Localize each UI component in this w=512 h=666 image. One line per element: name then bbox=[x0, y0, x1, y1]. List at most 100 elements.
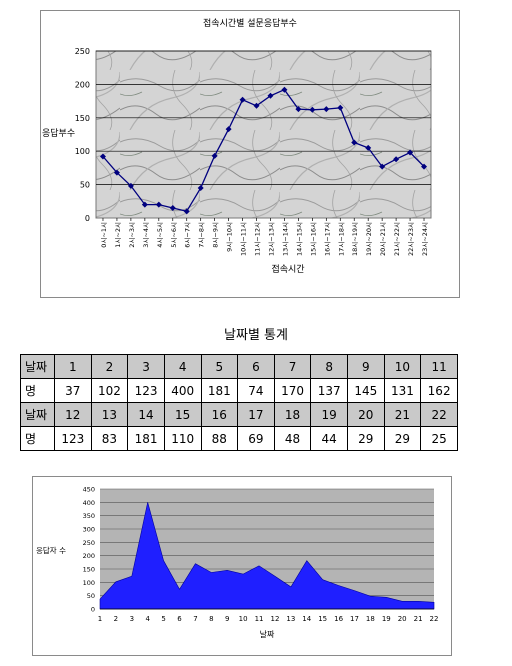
x-tick-label: 19시~20시 bbox=[365, 222, 373, 256]
date-cell: 3 bbox=[127, 354, 165, 379]
plot-area bbox=[95, 50, 432, 219]
data-point bbox=[211, 152, 218, 159]
data-point bbox=[323, 106, 330, 113]
date-cell: 2 bbox=[90, 354, 129, 379]
date-cell: 21 bbox=[383, 402, 422, 427]
data-point bbox=[407, 149, 414, 156]
x-tick-labels: 0시~1시 1시~2시 2시~3시 3시~4시 4시~5시 5시~6시 6시~7시 7시~8시… bbox=[100, 218, 429, 256]
y-tick-label: 150 bbox=[75, 114, 90, 123]
data-point bbox=[225, 126, 232, 133]
x-tick-label: 7시~8시 bbox=[198, 222, 206, 248]
x-tick-label: 17시~18시 bbox=[337, 222, 345, 256]
x-tick-label: 10시~11시 bbox=[240, 222, 248, 256]
series-area bbox=[99, 502, 435, 610]
x-axis-label: 날짜 bbox=[260, 629, 275, 639]
y-tick-label: 200 bbox=[83, 552, 95, 560]
date-cell: 18 bbox=[273, 402, 312, 427]
y-tick-labels: 0 50 100 150 200 250 300 350 400 450 bbox=[83, 486, 95, 614]
y-tick-label: 350 bbox=[83, 512, 95, 520]
x-tick-label: 12시~13시 bbox=[267, 222, 275, 256]
data-point bbox=[421, 163, 428, 170]
x-tick-label: 3 bbox=[130, 615, 134, 623]
date-cell: 10 bbox=[383, 354, 422, 379]
date-cell: 15 bbox=[163, 402, 202, 427]
x-tick-label: 6시~7시 bbox=[184, 222, 192, 248]
row-label: 명 bbox=[20, 378, 55, 403]
count-cell: 181 bbox=[127, 426, 165, 451]
x-tick-label: 16 bbox=[334, 615, 343, 623]
x-tick-label: 5시~6시 bbox=[170, 222, 178, 248]
count-cell: 37 bbox=[54, 378, 92, 403]
count-cell: 170 bbox=[273, 378, 312, 403]
date-cell: 19 bbox=[310, 402, 348, 427]
data-point bbox=[169, 204, 176, 211]
gridlines bbox=[96, 50, 431, 185]
count-row: 명 123 83 181 110 88 69 48 44 29 29 25 bbox=[20, 426, 458, 451]
y-tick-label: 0 bbox=[91, 606, 95, 614]
data-point bbox=[155, 201, 162, 208]
x-tick-label: 4시~5시 bbox=[156, 222, 164, 248]
count-cell: 131 bbox=[383, 378, 422, 403]
data-point bbox=[295, 106, 302, 113]
count-cell: 102 bbox=[90, 378, 129, 403]
x-tick-label: 9 bbox=[225, 615, 229, 623]
y-axis-label: 응답부수 bbox=[42, 127, 75, 139]
x-tick-label: 14시~15시 bbox=[295, 222, 303, 256]
date-header-row: 날짜 12 13 14 15 16 17 18 19 20 21 22 bbox=[20, 402, 458, 427]
data-point bbox=[113, 169, 120, 176]
count-cell: 137 bbox=[310, 378, 348, 403]
date-cell: 14 bbox=[127, 402, 165, 427]
date-cell: 22 bbox=[420, 402, 458, 427]
date-cell: 5 bbox=[200, 354, 239, 379]
row-label: 날짜 bbox=[20, 402, 55, 427]
daily-stats-table: 날짜 1 2 3 4 5 6 7 8 9 10 11 명 37 102 123 400 181 74 170 137 14… bbox=[20, 354, 458, 451]
data-point bbox=[281, 86, 288, 93]
x-tick-label: 5 bbox=[161, 615, 165, 623]
y-axis-label: 응답자 수 bbox=[36, 545, 66, 555]
y-tick-label: 400 bbox=[83, 499, 95, 507]
y-tick-label: 50 bbox=[87, 592, 95, 600]
x-tick-label: 3시~4시 bbox=[142, 222, 150, 248]
y-tick-label: 250 bbox=[83, 539, 95, 547]
x-tick-label: 6 bbox=[177, 615, 182, 623]
y-tick-label: 300 bbox=[83, 526, 95, 534]
count-cell: 400 bbox=[163, 378, 202, 403]
x-tick-label: 0시~1시 bbox=[100, 222, 108, 248]
x-tick-label: 20시~21시 bbox=[379, 222, 387, 256]
data-point bbox=[239, 96, 246, 103]
hourly-responses-chart: 접속시간별 설문응답부수 응답부수 접속시간 0 50 100 150 200 250 0… bbox=[40, 10, 460, 298]
series-line bbox=[99, 86, 428, 215]
x-tick-label: 22 bbox=[430, 615, 439, 623]
x-tick-label: 11시~12시 bbox=[254, 222, 262, 256]
y-tick-label: 250 bbox=[75, 47, 90, 56]
area-fill bbox=[99, 502, 435, 610]
x-tick-label: 1 bbox=[98, 615, 102, 623]
x-tick-label: 4 bbox=[145, 615, 150, 623]
count-cell: 83 bbox=[90, 426, 129, 451]
count-cell: 88 bbox=[200, 426, 239, 451]
data-point bbox=[309, 106, 316, 113]
date-header-row: 날짜 1 2 3 4 5 6 7 8 9 10 11 bbox=[20, 354, 458, 379]
x-tick-label: 15시~16시 bbox=[309, 222, 317, 256]
date-cell: 16 bbox=[200, 402, 239, 427]
date-cell: 4 bbox=[163, 354, 202, 379]
count-cell: 123 bbox=[127, 378, 165, 403]
x-tick-label: 12 bbox=[270, 615, 279, 623]
y-tick-labels: 0 50 100 150 200 250 bbox=[75, 47, 90, 223]
data-point bbox=[253, 102, 260, 109]
data-point bbox=[127, 182, 134, 189]
x-tick-label: 18시~19시 bbox=[351, 222, 359, 256]
row-label: 명 bbox=[20, 426, 55, 451]
count-cell: 110 bbox=[163, 426, 202, 451]
row-label: 날짜 bbox=[20, 354, 55, 379]
x-tick-label: 10 bbox=[239, 615, 248, 623]
count-cell: 48 bbox=[273, 426, 312, 451]
count-cell: 29 bbox=[383, 426, 422, 451]
date-cell: 8 bbox=[310, 354, 348, 379]
date-cell: 7 bbox=[273, 354, 312, 379]
y-tick-label: 100 bbox=[83, 579, 95, 587]
x-tick-label: 17 bbox=[350, 615, 359, 623]
date-cell: 13 bbox=[90, 402, 129, 427]
date-cell: 6 bbox=[237, 354, 275, 379]
